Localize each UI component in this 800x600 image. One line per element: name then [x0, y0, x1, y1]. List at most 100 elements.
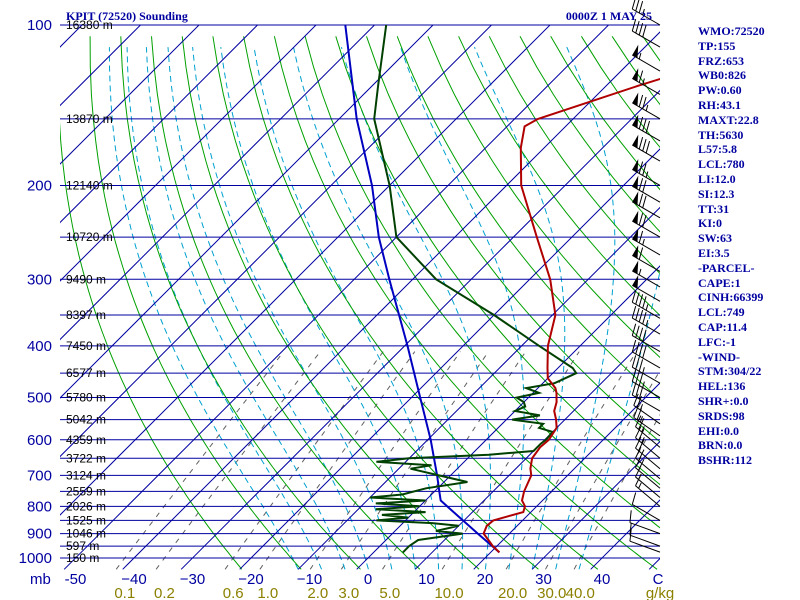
pressure-label: 500 [27, 390, 52, 407]
mixing-ratio-label: 10.0 [434, 585, 463, 600]
dry-adiabat [120, 36, 361, 570]
barb-half-feather [642, 238, 645, 246]
pressure-label: 300 [27, 271, 52, 288]
pressure-label: 1000 [19, 550, 52, 567]
height-label: 16380 m [66, 18, 113, 32]
dry-adiabat [458, 36, 660, 317]
mixing-ratio-line [115, 351, 285, 570]
sounding-index: PW:0.60 [698, 83, 742, 98]
barb-feather [635, 307, 640, 321]
barb-half-feather [642, 78, 645, 85]
barb-flag [632, 191, 639, 205]
barb-flag [632, 92, 639, 106]
wind-barb [635, 474, 661, 507]
sounding-index: SW:63 [698, 231, 733, 246]
barb-feather [631, 355, 637, 368]
temperature-tick-label: 40 [594, 571, 611, 588]
wind-barb [632, 228, 661, 256]
barb-flag [632, 159, 639, 173]
wind-barb [632, 114, 661, 142]
dry-adiabat [366, 36, 660, 443]
barb-staff [635, 437, 661, 459]
wind-barb [632, 175, 661, 203]
mixing-ratio-line [505, 351, 637, 570]
height-label: 10720 m [66, 230, 113, 244]
barb-staff [635, 476, 661, 498]
barb-flag [632, 210, 639, 225]
isotherm-line [122, 31, 660, 570]
height-label: 3722 m [66, 451, 106, 465]
barb-staff [629, 522, 661, 535]
wind-barb [633, 393, 661, 425]
isotherm-line [0, 13, 35, 569]
height-label: 150 m [66, 551, 99, 565]
station-title: KPIT (72520) Sounding [66, 9, 188, 23]
sounding-index: WB0:826 [698, 68, 746, 83]
barb-feather [631, 339, 637, 353]
temperature-trace [482, 77, 660, 554]
barb-feather [635, 426, 642, 438]
barb-feather [638, 116, 644, 130]
wind-barbs [629, 0, 661, 553]
wind-barb [631, 0, 661, 26]
barb-feather [638, 193, 644, 206]
mixing-ratio-line [155, 351, 321, 570]
barb-feather [645, 141, 651, 154]
sounding-index: TT:31 [698, 201, 730, 216]
barb-feather [638, 178, 644, 191]
barb-feather [635, 446, 642, 459]
dry-adiabat [273, 36, 658, 570]
dry-adiabat [335, 36, 660, 486]
mixing-ratio-line [545, 369, 660, 570]
sounding-index: L57:5.8 [698, 142, 737, 157]
sounding-index: WMO:72520 [698, 24, 765, 38]
height-label: 8397 m [66, 308, 106, 322]
barb-feather [635, 357, 640, 370]
barb-feather [638, 0, 644, 14]
barb-half-feather [641, 437, 645, 444]
barb-feather [635, 465, 642, 478]
barb-feather [631, 0, 636, 10]
barb-staff [633, 405, 661, 425]
barb-flag [632, 68, 639, 82]
sounding-index: MAXT:22.8 [698, 112, 759, 127]
barb-flag [632, 228, 639, 242]
wind-barb [632, 68, 661, 95]
temperature-tick-label: 0 [364, 571, 372, 588]
barb-feather [631, 383, 637, 396]
barb-feather [638, 213, 644, 226]
barb-staff [635, 485, 661, 507]
sounding-index: TP:155 [698, 38, 736, 53]
isotherm-line [60, 25, 259, 224]
barb-feather [629, 522, 632, 536]
sounding-index: CINH:66399 [698, 290, 764, 305]
height-label: 13870 m [66, 112, 113, 126]
sounding-index: LI:12.0 [698, 171, 736, 186]
sounding-index: BRN:0.0 [698, 438, 743, 453]
wind-barb [635, 426, 661, 459]
dewpoint-trace [369, 25, 578, 554]
barb-staff [635, 467, 661, 489]
indices-panel: WMO:72520 TP:155 FRZ:653 WB0:826 PW:0.60 RH:4… [698, 24, 798, 468]
sounding-time: 0000Z 1 MAY 25 [566, 9, 652, 23]
barb-feather [642, 163, 647, 176]
barb-feather [638, 418, 645, 430]
barb-half-feather [642, 381, 645, 388]
wind-barb [632, 191, 661, 219]
wind-barb [632, 245, 661, 272]
isotherm-line [60, 25, 200, 165]
mixing-ratio-label: 0.2 [154, 585, 175, 600]
height-label: 1525 m [66, 513, 106, 527]
sounding-index: RH:43.1 [698, 97, 741, 112]
temperature-tick-label: −40 [121, 571, 146, 588]
barb-feather [645, 120, 651, 134]
barb-staff [632, 351, 661, 369]
dry-adiabat [89, 36, 302, 570]
barb-feather [638, 137, 644, 150]
isotherm-line [239, 148, 660, 570]
wind-barb [632, 260, 661, 288]
barb-feather [636, 395, 642, 408]
barb-half-feather [645, 171, 649, 178]
wind-barb [631, 339, 661, 369]
wind-barb [631, 305, 661, 335]
